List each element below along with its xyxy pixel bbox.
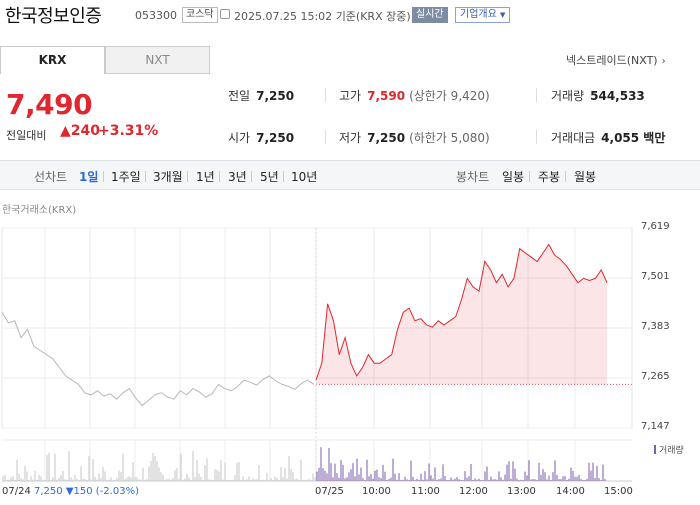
divider <box>536 88 537 102</box>
stat-volume: 거래량 544,533 <box>551 87 645 104</box>
candle-monthly[interactable]: 월봉 <box>574 170 597 184</box>
stat-high: 고가 7,590 (상한가 9,420) <box>339 87 490 104</box>
period-1d[interactable]: 1일 <box>79 170 99 184</box>
y-tick-label: 7,383 <box>641 321 670 332</box>
divider <box>325 130 326 144</box>
prev-day-close: 7,250 <box>34 486 63 497</box>
period-3m[interactable]: 3개월 <box>153 170 183 184</box>
change-percent: +3.31% <box>98 123 159 139</box>
realtime-badge[interactable]: 실시간 <box>412 7 448 23</box>
prev-day-change: ▼150 (-2.03%) <box>65 486 139 497</box>
change-value: 240 <box>70 123 101 139</box>
volume-legend-label: 거래량 <box>659 446 684 456</box>
chart-toolbar: 선차트 1일 1주일 3개월 1년 3년 5년 10년 봉차트 일봉 주봉 월봉 <box>0 160 700 190</box>
prev-day-line <box>1 312 315 407</box>
divider <box>536 130 537 144</box>
stat-prev-label: 전일 <box>228 89 251 103</box>
upper-limit: (상한가 9,420) <box>409 89 490 103</box>
period-1w[interactable]: 1주일 <box>111 170 141 184</box>
stat-prev: 전일 7,250 <box>228 87 294 104</box>
period-3y[interactable]: 3년 <box>228 170 247 184</box>
divider <box>103 171 104 182</box>
chevron-right-icon: › <box>661 56 666 67</box>
stat-amount: 거래대금 4,055 백만 <box>551 129 665 146</box>
x-tick-label: 14:00 <box>556 486 585 497</box>
prev-day-summary: 07/24 7,250 ▼150 (-2.03%) <box>2 486 139 497</box>
nextrade-link[interactable]: 넥스트레이드(NXT) › <box>566 52 666 68</box>
divider <box>251 171 252 182</box>
line-chart-label: 선차트 <box>34 170 68 184</box>
stat-low: 저가 7,250 (하한가 5,080) <box>339 129 490 146</box>
stock-header: 한국정보인증 053300 코스닥 2025.07.25 15:02 기준(KR… <box>0 0 700 30</box>
tab-nxt[interactable]: NXT <box>105 46 210 74</box>
divider <box>219 171 220 182</box>
stat-volume-value: 544,533 <box>590 89 645 103</box>
corp-info-dropdown[interactable]: 기업개요 ▼ <box>455 7 511 23</box>
change-label: 전일대비 <box>6 129 47 142</box>
current-price: 7,490 <box>6 88 93 121</box>
lower-limit: (하한가 5,080) <box>409 131 490 145</box>
divider <box>283 171 284 182</box>
x-tick-label: 13:00 <box>507 486 536 497</box>
stat-open: 시가 7,250 <box>228 129 294 146</box>
stat-prev-value: 7,250 <box>256 89 295 103</box>
stock-name: 한국정보인증 <box>5 6 102 27</box>
x-tick-label: 11:00 <box>411 486 440 497</box>
today-area <box>316 244 607 385</box>
divider <box>145 171 146 182</box>
nextrade-link-label: 넥스트레이드(NXT) <box>566 54 658 67</box>
y-tick-label: 7,265 <box>641 371 670 382</box>
triangle-up-icon: ▲ <box>60 123 71 139</box>
today-line <box>315 243 608 381</box>
volume-legend: 거래량 <box>654 443 684 456</box>
clock-icon <box>220 9 230 19</box>
stat-high-value: 7,590 <box>367 89 406 103</box>
candle-weekly[interactable]: 주봉 <box>538 170 561 184</box>
y-tick-label: 7,619 <box>641 221 670 232</box>
stat-amount-label: 거래대금 <box>551 131 596 145</box>
divider <box>565 171 566 182</box>
divider <box>187 171 188 182</box>
quote-time: 2025.07.25 15:02 기준(KRX 장중) <box>234 8 411 24</box>
stat-volume-label: 거래량 <box>551 89 585 103</box>
market-badge: 코스닥 <box>182 7 218 23</box>
stat-open-label: 시가 <box>228 131 251 145</box>
divider <box>529 171 530 182</box>
x-tick-label: 15:00 <box>604 486 633 497</box>
prev-day-date: 07/24 <box>2 486 31 497</box>
volume-swatch <box>654 445 656 454</box>
stat-low-label: 저가 <box>339 131 362 145</box>
stock-code: 053300 <box>135 9 177 22</box>
stat-open-value: 7,250 <box>256 131 295 145</box>
stat-low-value: 7,250 <box>367 131 406 145</box>
candle-chart-label: 봉차트 <box>456 170 490 184</box>
tab-krx[interactable]: KRX <box>0 46 105 74</box>
x-tick-label: 07/25 <box>315 486 344 497</box>
caret-down-icon: ▼ <box>500 11 506 19</box>
y-tick-label: 7,147 <box>641 421 670 432</box>
chart-source: 한국거래소(KRX) <box>2 205 77 216</box>
divider <box>325 88 326 102</box>
stat-high-label: 고가 <box>339 89 362 103</box>
period-1y[interactable]: 1년 <box>196 170 215 184</box>
quote-datetime: 2025.07.25 15:02 <box>234 10 333 23</box>
stat-amount-value: 4,055 백만 <box>601 131 666 145</box>
corp-info-label: 기업개요 <box>460 9 497 20</box>
quote-basis: 기준(KRX 장중) <box>335 10 411 23</box>
period-5y[interactable]: 5년 <box>260 170 279 184</box>
y-tick-label: 7,501 <box>641 271 670 282</box>
candle-daily[interactable]: 일봉 <box>502 170 525 184</box>
change-amount: ▲240 <box>60 123 100 139</box>
x-tick-label: 10:00 <box>362 486 391 497</box>
period-10y[interactable]: 10년 <box>291 170 318 184</box>
x-tick-label: 12:00 <box>459 486 488 497</box>
